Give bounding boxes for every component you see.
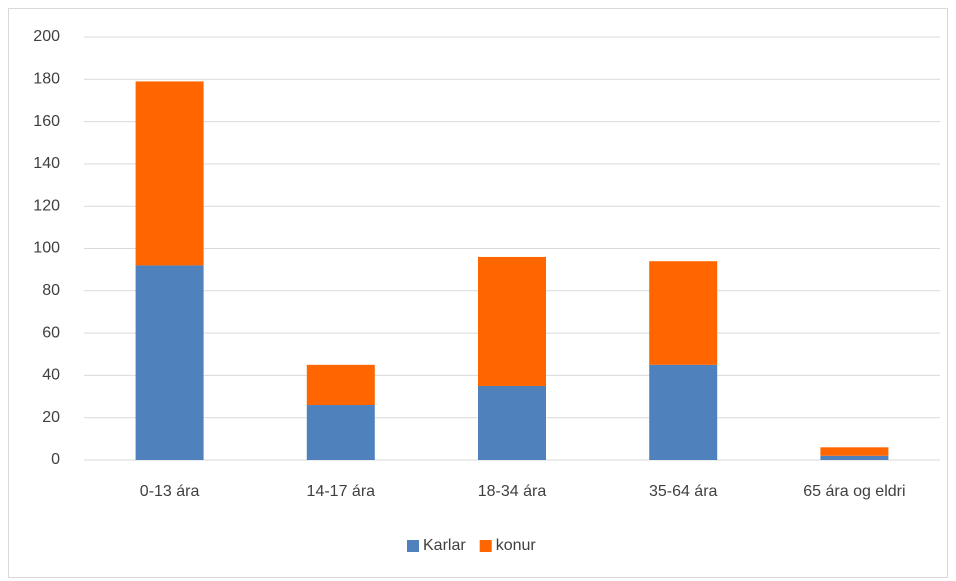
bar xyxy=(306,405,375,460)
y-tick-label: 0 xyxy=(51,451,60,468)
y-tick-label: 120 xyxy=(33,197,60,214)
bar xyxy=(478,385,546,460)
legend-label: Karlar xyxy=(423,537,466,554)
x-tick-label: 0-13 ára xyxy=(140,483,200,500)
bar xyxy=(649,261,718,365)
legend-swatch xyxy=(479,540,492,552)
y-tick-label: 40 xyxy=(42,367,60,384)
y-tick-label: 200 xyxy=(33,28,60,45)
y-tick-label: 160 xyxy=(33,113,60,130)
y-tick-label: 180 xyxy=(33,71,60,88)
y-tick-label: 100 xyxy=(33,240,60,257)
bar xyxy=(820,455,889,460)
bar xyxy=(820,447,889,456)
x-tick-label: 35-64 ára xyxy=(649,483,718,500)
x-tick-label: 18-34 ára xyxy=(478,483,547,500)
bar xyxy=(135,265,204,460)
legend-label: konur xyxy=(496,537,537,554)
bar xyxy=(649,364,718,460)
bar xyxy=(135,81,204,266)
y-tick-label: 140 xyxy=(33,155,60,172)
bar xyxy=(306,364,375,406)
x-tick-label: 14-17 ára xyxy=(307,483,376,500)
y-tick-label: 80 xyxy=(42,282,60,299)
bar xyxy=(478,256,546,386)
legend-swatch xyxy=(407,540,419,552)
x-tick-label: 65 ára og eldri xyxy=(803,483,905,500)
y-tick-label: 60 xyxy=(42,324,60,341)
y-tick-label: 20 xyxy=(42,409,60,426)
